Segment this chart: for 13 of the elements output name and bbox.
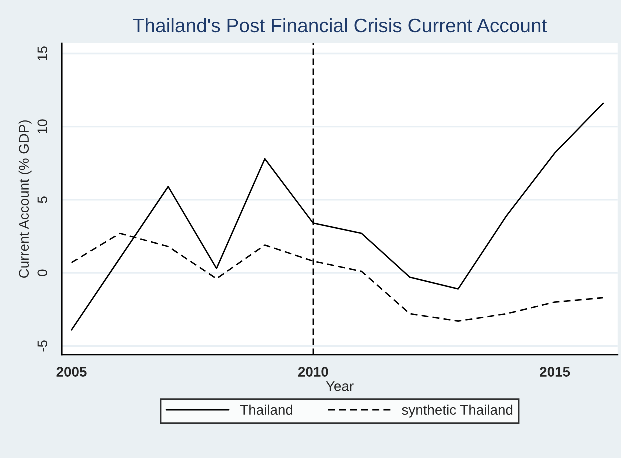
y-tick-label: 10: [38, 120, 48, 134]
x-tick-label: 2005: [56, 367, 87, 377]
legend-label: Thailand: [240, 404, 293, 416]
y-tick-label: -5: [38, 340, 48, 352]
y-tick-label: 0: [38, 270, 48, 276]
y-tick-label: 15: [38, 46, 48, 60]
x-tick-label: 2015: [540, 367, 570, 377]
y-tick-label: 5: [38, 196, 48, 204]
x-tick-label: 2010: [298, 367, 328, 377]
x-axis-title: Year: [326, 382, 354, 392]
y-axis-title: Current Account (% GDP): [18, 120, 32, 278]
chart-title: Thailand's Post Financial Crisis Current Account: [133, 18, 548, 33]
legend-label: synthetic Thailand: [402, 404, 513, 418]
